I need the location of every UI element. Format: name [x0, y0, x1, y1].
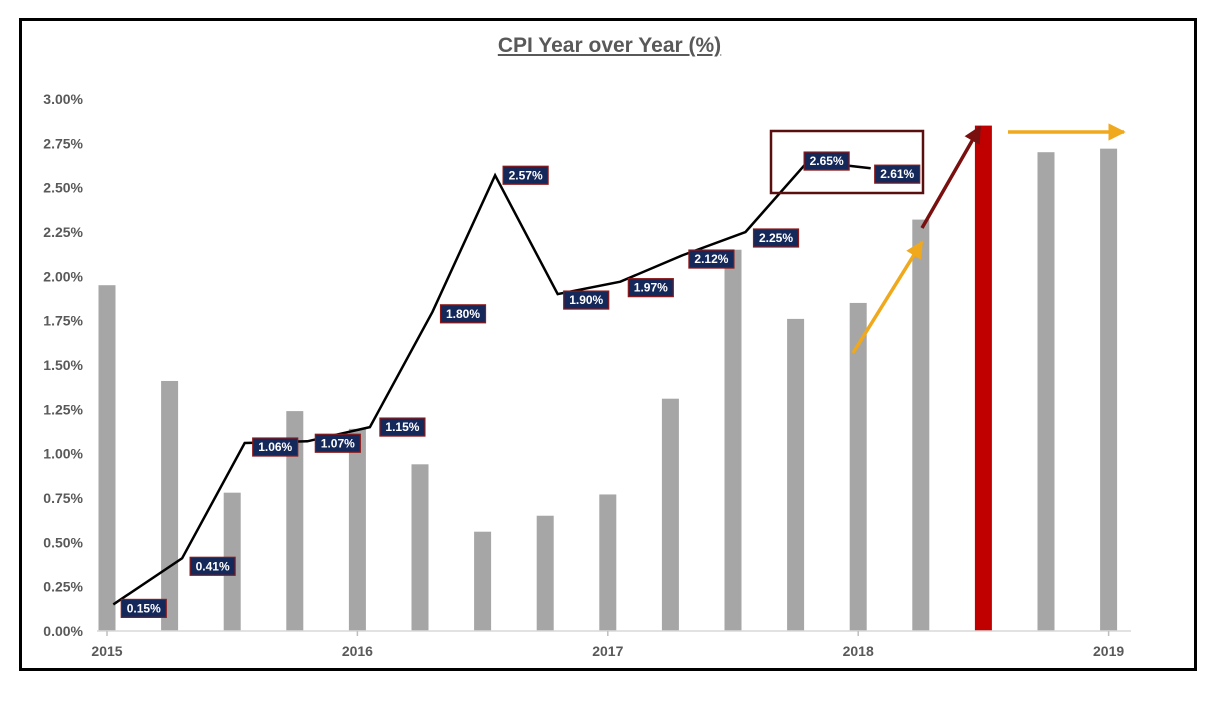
- y-tick-label: 1.25%: [43, 401, 83, 417]
- data-label-text: 2.65%: [810, 154, 844, 168]
- data-label: 1.97%: [627, 278, 674, 298]
- data-label-text: 1.07%: [321, 436, 355, 450]
- data-label-box: [252, 437, 299, 457]
- y-tick-label: 2.75%: [43, 135, 83, 151]
- y-axis-ticks: 0.00% 0.25% 0.50% 0.75% 1.00% 1.25% 1.50% 1.75%…: [43, 91, 83, 639]
- data-label-box: [803, 151, 850, 171]
- data-label: 2.12%: [688, 249, 735, 269]
- bar: [1037, 152, 1055, 631]
- bar: [787, 318, 805, 631]
- bar: [474, 531, 492, 631]
- highlight-box: [769, 129, 925, 195]
- x-tick-label: 2015: [91, 643, 122, 659]
- data-label-text: 1.97%: [634, 281, 668, 295]
- data-label: 1.06%: [252, 437, 299, 457]
- bar: [661, 398, 679, 631]
- data-label: 1.80%: [439, 304, 487, 324]
- data-label-box: [627, 278, 674, 298]
- data-label-text: 0.41%: [196, 559, 230, 573]
- bar: [98, 285, 116, 631]
- data-label-text: 1.06%: [258, 440, 292, 454]
- cpi-line: [112, 159, 871, 606]
- gold-up-arrow: [851, 240, 924, 354]
- data-label-box: [563, 290, 610, 310]
- y-tick-label: 1.75%: [43, 313, 83, 329]
- data-label-text: 2.57%: [509, 168, 543, 182]
- data-label-text: 2.12%: [694, 252, 728, 266]
- data-label: 1.15%: [379, 417, 426, 437]
- chart-title: CPI Year over Year (%): [497, 34, 722, 57]
- data-label: 1.90%: [563, 290, 610, 310]
- data-label-text: 1.80%: [446, 307, 480, 321]
- y-tick-label: 1.50%: [43, 357, 83, 373]
- bar: [849, 302, 867, 631]
- y-tick-label: 3.00%: [43, 91, 83, 107]
- y-tick-label: 0.50%: [43, 534, 83, 550]
- data-label-text: 1.90%: [569, 293, 603, 307]
- data-label-text: 2.25%: [759, 231, 793, 245]
- data-label: 2.61%: [874, 164, 921, 184]
- data-label-text: 1.15%: [385, 420, 419, 434]
- data-label: 1.07%: [314, 433, 361, 453]
- x-tick-label: 2017: [592, 643, 623, 659]
- data-label: 2.25%: [752, 228, 800, 248]
- bar: [1100, 148, 1118, 632]
- bar: [161, 380, 179, 631]
- bar: [599, 494, 617, 631]
- data-label: 0.41%: [189, 556, 236, 576]
- bar: [348, 428, 366, 631]
- y-tick-label: 2.50%: [43, 180, 83, 196]
- bar-series: [98, 125, 1118, 632]
- highlight-bar: [974, 125, 992, 631]
- data-label-box: [120, 598, 167, 619]
- bar: [286, 411, 304, 631]
- bar: [724, 249, 742, 631]
- x-tick-label: 2018: [843, 643, 874, 659]
- data-label: 2.57%: [502, 165, 549, 185]
- data-label-box: [314, 433, 361, 453]
- y-tick-label: 1.00%: [43, 446, 83, 462]
- y-tick-label: 0.25%: [43, 579, 83, 595]
- y-tick-label: 0.75%: [43, 490, 83, 506]
- data-label-box: [502, 165, 549, 185]
- data-labels: 0.15% 0.41% 1.06% 1.07% 1.15% 1.80% 2.57% 1.90%…: [120, 151, 921, 619]
- data-label-box: [189, 556, 236, 576]
- y-tick-label: 0.00%: [43, 623, 83, 639]
- data-label-box: [439, 304, 487, 324]
- data-label-box: [379, 417, 426, 437]
- bar: [536, 515, 554, 631]
- data-label-box: [874, 164, 921, 184]
- dark-red-arrow: [920, 125, 982, 229]
- x-axis-ticks: 2015 2016 2017 2018 2019: [91, 631, 1124, 659]
- data-label-text: 0.15%: [127, 601, 161, 615]
- data-label-text: 2.61%: [880, 167, 914, 181]
- y-tick-label: 2.00%: [43, 268, 83, 284]
- data-label-box: [752, 228, 800, 248]
- annotations: [769, 123, 1126, 354]
- bar: [912, 219, 930, 631]
- data-label-box: [688, 249, 735, 269]
- data-label: 0.15%: [120, 598, 167, 619]
- x-tick-label: 2019: [1093, 643, 1124, 659]
- y-tick-label: 2.25%: [43, 224, 83, 240]
- x-tick-label: 2016: [342, 643, 373, 659]
- data-label: 2.65%: [803, 151, 850, 171]
- bar: [411, 464, 429, 631]
